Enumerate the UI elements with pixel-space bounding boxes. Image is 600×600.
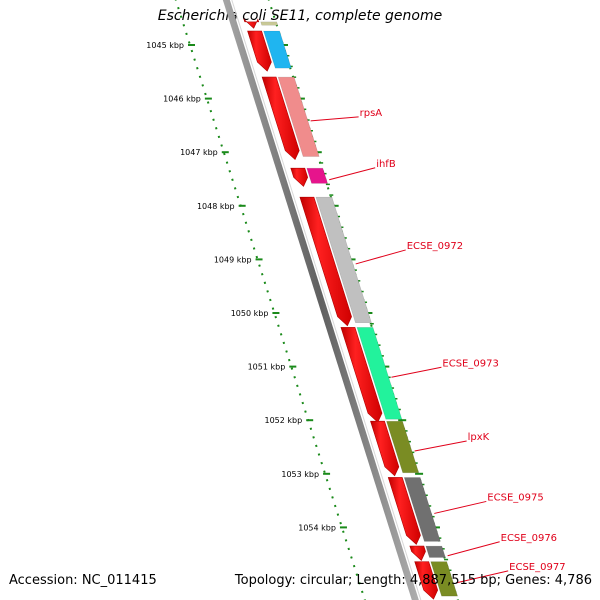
cds-arrow[interactable] xyxy=(387,477,421,545)
gene-label[interactable]: ECSE_0977 xyxy=(509,562,565,573)
gene-label[interactable]: ECSE_0976 xyxy=(501,533,557,544)
cds-track xyxy=(243,18,439,600)
gene-label-leader xyxy=(310,116,359,122)
gene-rpsa[interactable] xyxy=(277,76,320,157)
ruler-tick-label: 1052 kbp xyxy=(264,416,302,425)
ruler-tick-label: 1045 kbp xyxy=(146,41,184,50)
gene-ihfb[interactable] xyxy=(306,167,328,184)
gene-ecse_0977[interactable] xyxy=(430,561,458,597)
gene-ecse_0976[interactable] xyxy=(425,545,446,558)
backbone-highlight xyxy=(231,0,422,600)
ruler-tick-label: 1050 kbp xyxy=(231,309,269,318)
ruler: 1045 kbp 1046 kbp 1047 kbp 1048 kbp 1049 kbp… xyxy=(146,0,459,600)
cds-arrow[interactable] xyxy=(299,196,352,327)
genome-summary: Topology: circular; Length: 4,887,515 bp… xyxy=(234,573,592,588)
cds-arrow[interactable] xyxy=(261,76,300,161)
gene-label[interactable]: lpxK xyxy=(468,432,490,443)
gene-label-leader xyxy=(355,249,406,265)
gene-label-leader xyxy=(447,541,500,557)
gene-label[interactable]: ECSE_0973 xyxy=(442,358,498,369)
gene-label[interactable]: ECSE_0972 xyxy=(407,241,463,252)
cds-arrow[interactable] xyxy=(409,545,426,561)
cds-arrow[interactable] xyxy=(414,561,439,600)
gene-lpxk[interactable] xyxy=(386,420,420,474)
gene-label[interactable]: ECSE_0975 xyxy=(487,492,543,503)
gene-label-leader xyxy=(434,500,487,514)
gene-ecse_0973[interactable] xyxy=(356,327,403,420)
gene-block[interactable] xyxy=(260,21,279,26)
gene-label-leader xyxy=(329,167,376,181)
gene-label[interactable]: ihfB xyxy=(376,159,396,170)
gene-ecse_0972[interactable] xyxy=(315,196,372,324)
gene-labels: rpsA ihfB ECSE_0972 ECSE_0973 lpxK ECSE_0975 E… xyxy=(310,108,566,584)
cds-arrow[interactable] xyxy=(370,420,400,477)
ruler-tick-label: 1048 kbp xyxy=(197,202,235,211)
cds-arrow[interactable] xyxy=(247,30,272,72)
ruler-tick-label: 1049 kbp xyxy=(214,255,252,264)
gene-label-leader xyxy=(414,440,467,452)
gene-label[interactable]: rpsA xyxy=(360,108,383,119)
ruler-tick-label: 1054 kbp xyxy=(298,523,336,532)
gene-label-leader xyxy=(456,570,509,584)
gene-label-leader xyxy=(391,366,442,378)
accession-text: Accession: NC_011415 xyxy=(9,573,157,588)
gene-track xyxy=(260,21,458,597)
ruler-tick-label: 1047 kbp xyxy=(180,148,218,157)
ruler-dotted-line-left xyxy=(174,0,366,600)
cds-arrow[interactable] xyxy=(243,18,260,29)
backbone xyxy=(222,0,422,600)
cds-arrow[interactable] xyxy=(290,167,309,187)
ruler-tick-label: 1051 kbp xyxy=(248,363,286,372)
cds-arrow[interactable] xyxy=(340,327,383,423)
gene-ecse_0975[interactable] xyxy=(403,477,441,542)
genome-backbone xyxy=(222,0,419,600)
ruler-tick-label: 1046 kbp xyxy=(163,95,201,104)
gene-block[interactable] xyxy=(263,30,292,69)
ruler-tick-label: 1053 kbp xyxy=(281,470,319,479)
